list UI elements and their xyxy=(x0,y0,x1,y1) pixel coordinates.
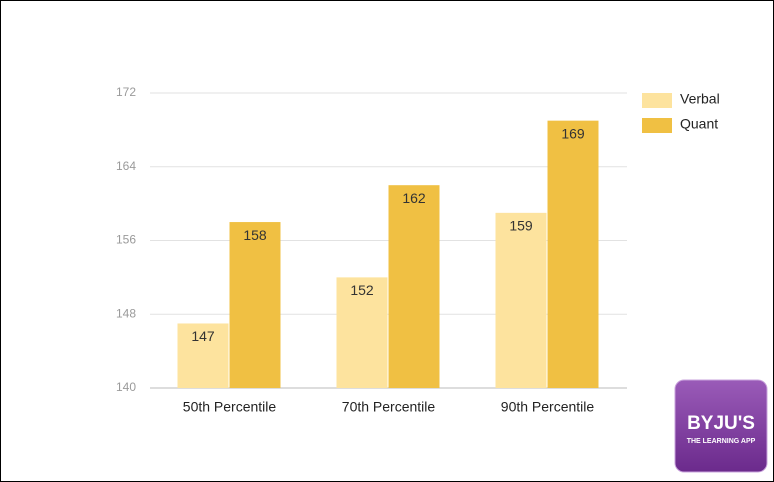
value-label: 158 xyxy=(243,227,267,243)
y-tick-label: 164 xyxy=(116,159,136,173)
x-tick-label: 90th Percentile xyxy=(501,399,595,415)
bar xyxy=(547,120,599,388)
bar xyxy=(336,277,388,388)
y-tick-label: 140 xyxy=(116,380,136,394)
value-label: 159 xyxy=(509,218,533,234)
bar xyxy=(177,323,229,388)
legend-label: Verbal xyxy=(680,91,720,107)
bar xyxy=(229,222,281,388)
y-tick-label: 172 xyxy=(116,85,136,99)
x-tick-label: 70th Percentile xyxy=(342,399,436,415)
logo-box xyxy=(674,379,768,473)
value-label: 152 xyxy=(350,282,374,298)
logo-tagline: THE LEARNING APP xyxy=(687,438,756,445)
value-label: 169 xyxy=(561,125,585,141)
logo: BYJU'S THE LEARNING APP xyxy=(674,379,768,473)
value-label: 147 xyxy=(191,328,215,344)
bar xyxy=(388,185,440,388)
value-label: 162 xyxy=(402,190,426,206)
logo-name: BYJU'S xyxy=(687,413,755,434)
x-tick-label: 50th Percentile xyxy=(183,399,277,415)
legend-label: Quant xyxy=(680,116,718,132)
y-tick-label: 156 xyxy=(116,233,136,247)
bar xyxy=(495,212,547,388)
y-tick-label: 148 xyxy=(116,306,136,320)
legend-swatch xyxy=(642,118,672,133)
legend-swatch xyxy=(642,93,672,108)
